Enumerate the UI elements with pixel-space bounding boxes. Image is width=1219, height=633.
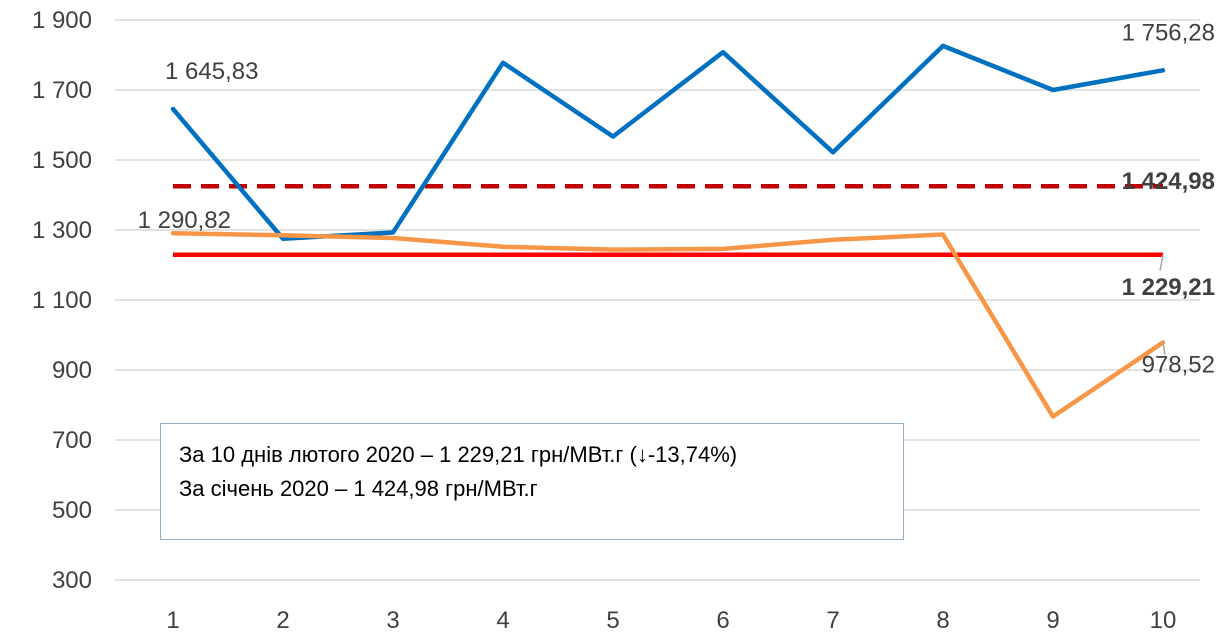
y-tick-label: 1 500 — [32, 147, 92, 174]
x-tick-label: 5 — [606, 607, 619, 633]
label-leader-line — [1159, 254, 1164, 271]
x-tick-label: 1 — [166, 607, 179, 633]
y-tick-label: 700 — [52, 427, 92, 454]
data-label: 1 756,28 — [1122, 19, 1215, 46]
x-axis: 1 2 3 4 5 6 7 8 9 10 — [166, 607, 1176, 633]
series-line-orange — [170, 230, 1166, 419]
y-tick-label: 1 100 — [32, 287, 92, 314]
x-tick-label: 10 — [1150, 607, 1177, 633]
reference-lines — [173, 184, 1163, 258]
x-tick-label: 6 — [716, 607, 729, 633]
data-label: 1 645,83 — [165, 58, 258, 85]
data-labels: 1 424,98 1 229,21 1 645,83 1 756,28 1 290,82… — [138, 19, 1215, 378]
series-lines — [170, 43, 1166, 419]
x-tick-label: 8 — [936, 607, 949, 633]
y-tick-label: 500 — [52, 497, 92, 524]
annotation-line-january: За січень 2020 – 1 424,98 грн/МВт.г — [179, 476, 538, 501]
annotation-line-february: За 10 днів лютого 2020 – 1 229,21 грн/МВ… — [179, 442, 738, 467]
reference-line-label: 1 424,98 — [1122, 168, 1215, 195]
y-tick-label: 1 700 — [32, 77, 92, 104]
y-tick-label: 300 — [52, 567, 92, 594]
y-tick-label: 900 — [52, 357, 92, 384]
x-tick-label: 3 — [386, 607, 399, 633]
y-tick-label: 1 900 — [32, 7, 92, 34]
y-tick-label: 1 300 — [32, 217, 92, 244]
label-leader-line — [1162, 342, 1166, 355]
reference-line-label: 1 229,21 — [1122, 274, 1215, 301]
data-label: 978,52 — [1142, 352, 1215, 379]
series-line-blue — [170, 43, 1166, 241]
x-tick-label: 7 — [826, 607, 839, 633]
x-tick-label: 4 — [496, 607, 509, 633]
data-label: 1 290,82 — [138, 207, 231, 234]
annotation-box: За 10 днів лютого 2020 – 1 229,21 грн/МВ… — [160, 423, 904, 540]
x-tick-label: 9 — [1046, 607, 1059, 633]
x-tick-label: 2 — [276, 607, 289, 633]
y-axis: 1 900 1 700 1 500 1 300 1 100 900 700 500 300 — [32, 7, 92, 594]
label-leader-lines — [1159, 254, 1166, 355]
